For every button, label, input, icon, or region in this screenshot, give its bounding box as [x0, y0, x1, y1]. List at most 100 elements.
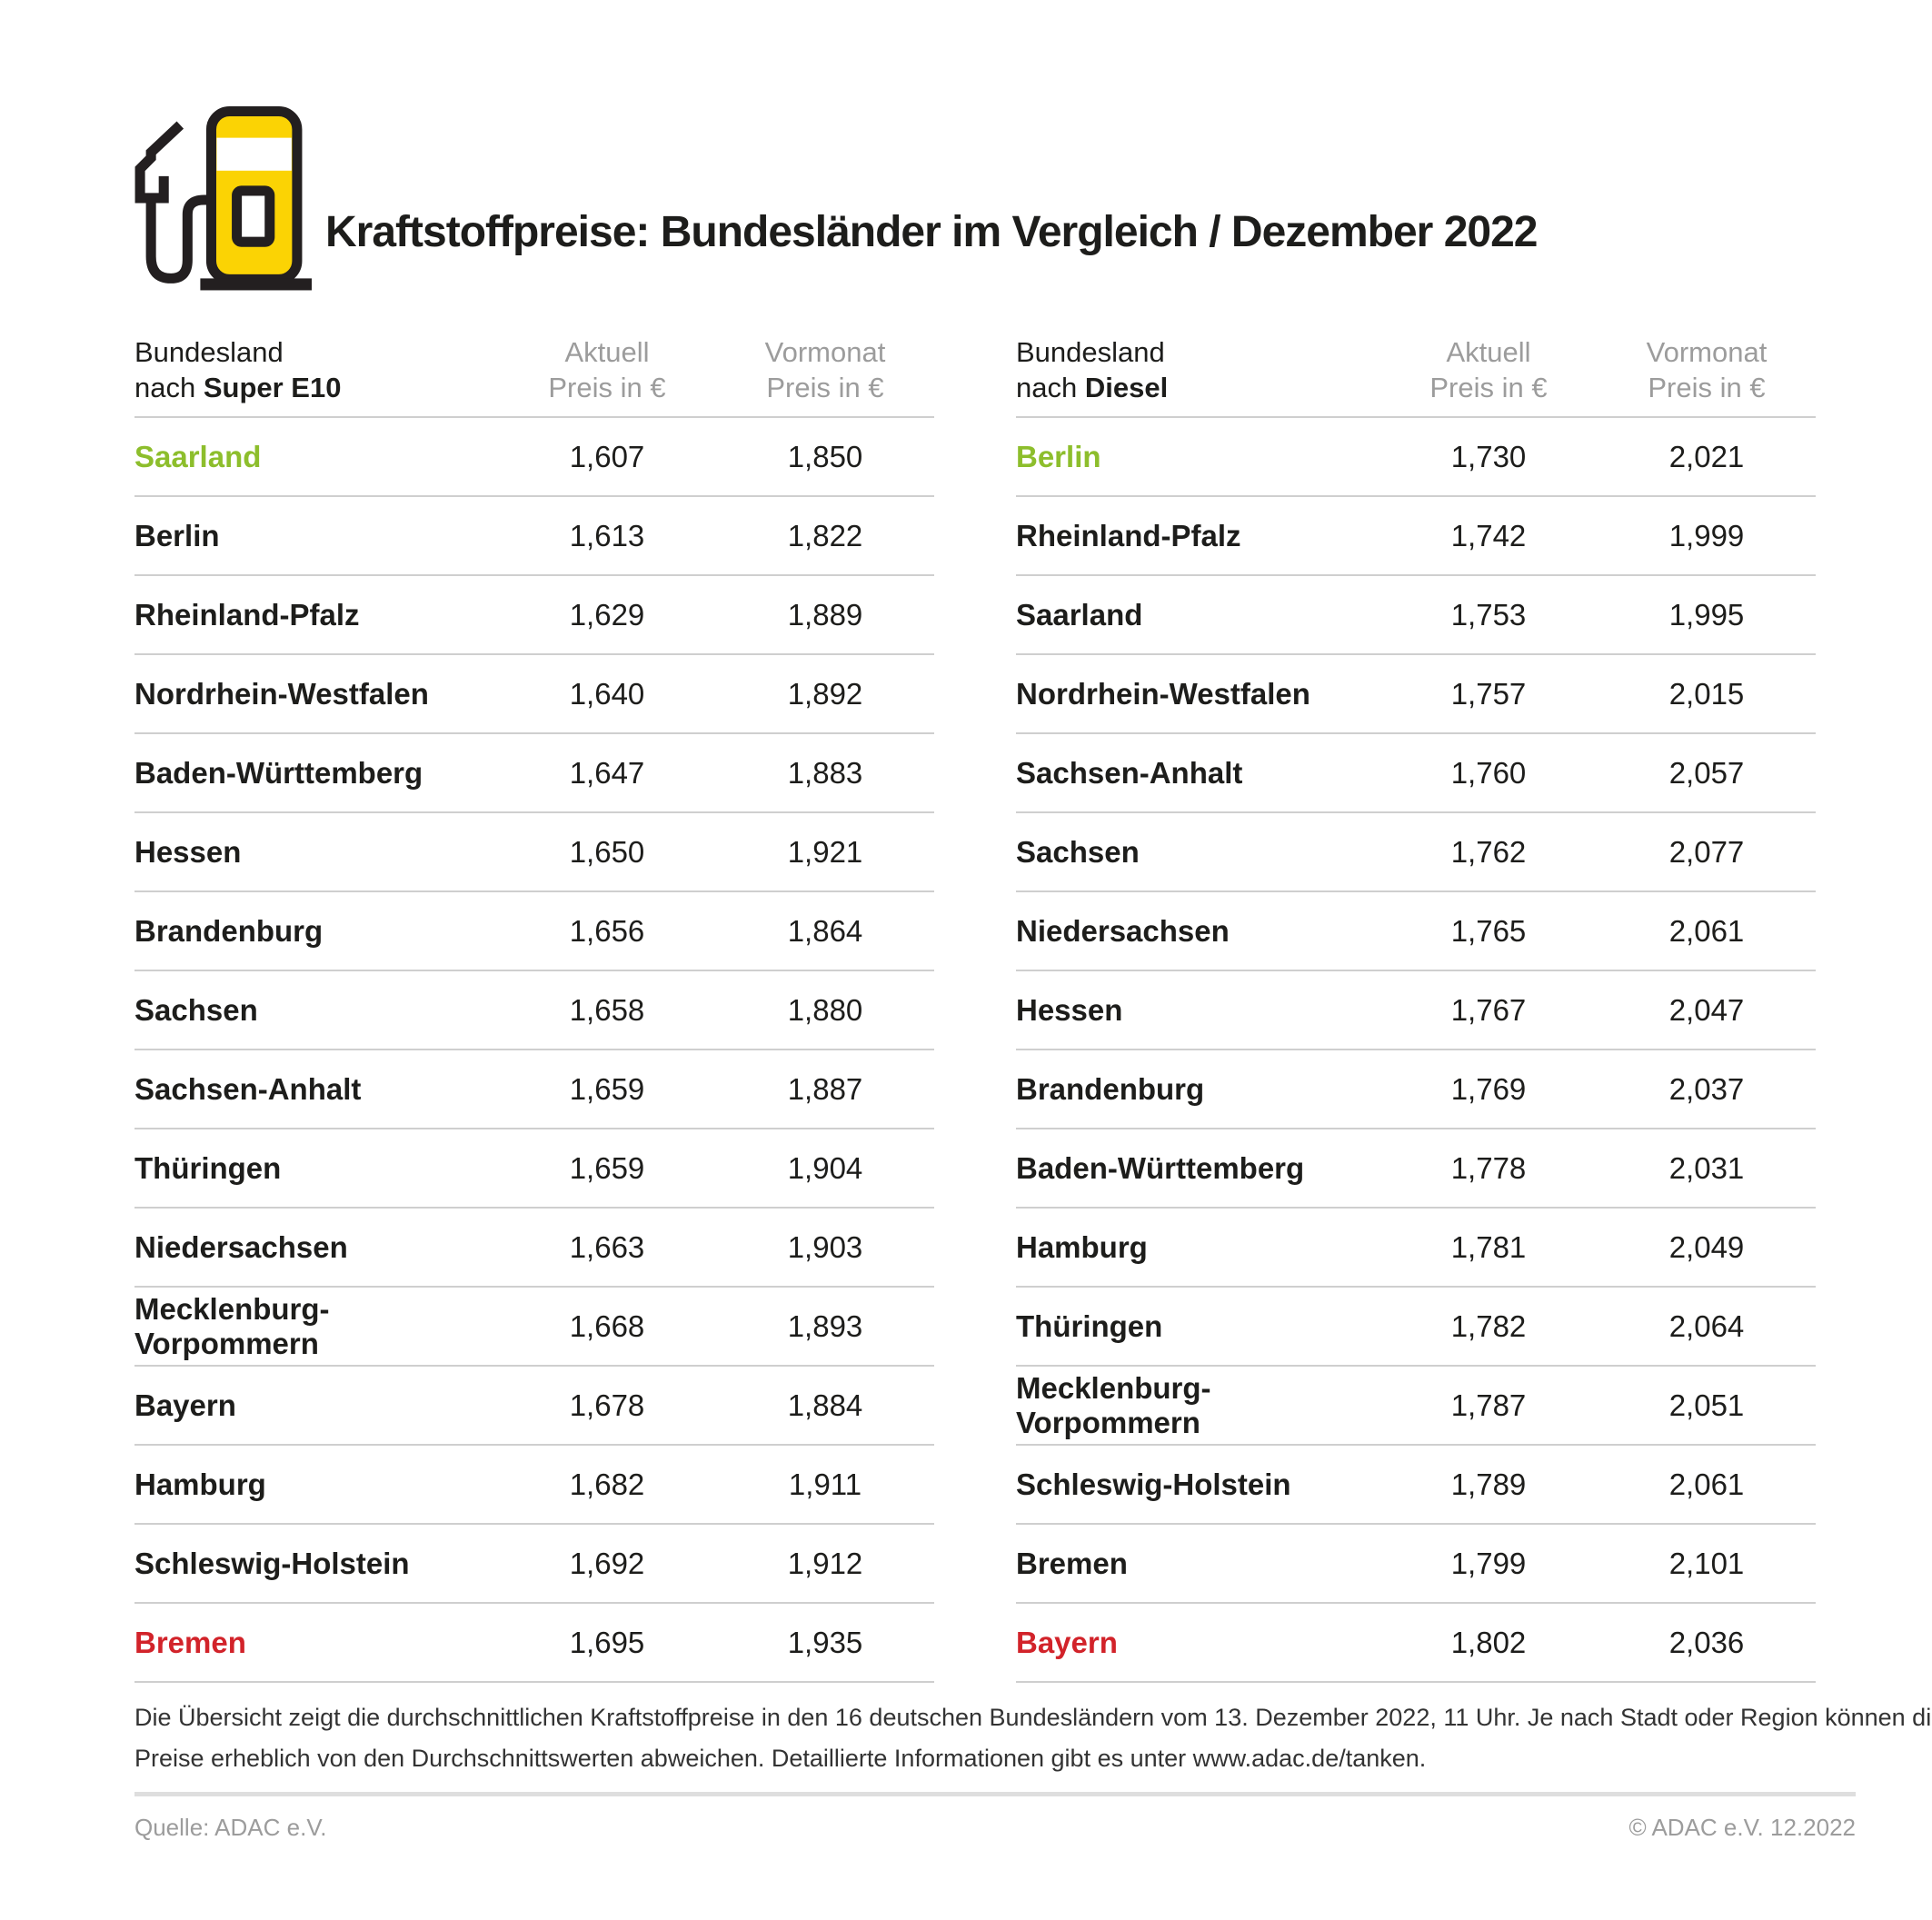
vormonat-value: 1,883 [787, 755, 863, 790]
column-header-aktuell: Aktuell Preis in € [548, 336, 666, 403]
source-label: Quelle: ADAC e.V. [134, 1814, 327, 1841]
footer-divider [134, 1792, 1856, 1796]
column-header-bundesland: Bundesland nach Super E10 [134, 334, 498, 405]
aktuell-value: 1,787 [1450, 1388, 1527, 1422]
vormonat-value: 1,893 [787, 1308, 863, 1343]
bundesland-label: Thüringen [1016, 1308, 1163, 1343]
table-row: Thüringen 1,659 1,904 [134, 1129, 934, 1209]
bundesland-label: Niedersachsen [1016, 913, 1230, 948]
table-row: Thüringen 1,782 2,064 [1016, 1288, 1816, 1367]
aktuell-value: 1,781 [1450, 1229, 1527, 1264]
vormonat-value: 2,036 [1668, 1625, 1745, 1659]
column-header-aktuell: Aktuell Preis in € [1429, 336, 1548, 403]
vormonat-value: 2,064 [1668, 1308, 1745, 1343]
vormonat-value: 2,037 [1668, 1071, 1745, 1106]
vormonat-value: 1,892 [787, 676, 863, 711]
bundesland-label: Schleswig-Holstein [1016, 1467, 1291, 1501]
table-body: Saarland 1,607 1,850 Berlin 1,613 1,822 Rheinl… [134, 418, 934, 1683]
table-row: Saarland 1,753 1,995 [1016, 576, 1816, 655]
table-row: Berlin 1,730 2,021 [1016, 418, 1816, 497]
column-header-vormonat: Vormonat Preis in € [1646, 336, 1768, 403]
header-line2-prefix: nach [1016, 372, 1085, 403]
aktuell-value: 1,760 [1450, 755, 1527, 790]
table-diesel: Bundesland nach Diesel Aktuell Preis in … [1016, 334, 1816, 1683]
aktuell-value: 1,769 [1450, 1071, 1527, 1106]
vormonat-value: 1,889 [787, 597, 863, 632]
bundesland-label: Mecklenburg-Vorpommern [1016, 1370, 1211, 1439]
aktuell-value: 1,650 [569, 834, 645, 869]
table-header: Bundesland nach Super E10 Aktuell Preis … [134, 334, 934, 418]
table-row: Sachsen 1,658 1,880 [134, 971, 934, 1050]
bundesland-label: Saarland [1016, 597, 1143, 632]
vormonat-value: 1,999 [1668, 518, 1745, 552]
table-row: Berlin 1,613 1,822 [134, 497, 934, 576]
copyright-label: © ADAC e.V. 12.2022 [1628, 1814, 1856, 1841]
table-row: Brandenburg 1,769 2,037 [1016, 1050, 1816, 1129]
vormonat-value: 1,884 [787, 1388, 863, 1422]
vormonat-value: 1,904 [787, 1150, 863, 1185]
vormonat-value: 1,912 [787, 1546, 863, 1580]
table-row: Rheinland-Pfalz 1,742 1,999 [1016, 497, 1816, 576]
bundesland-label: Brandenburg [134, 913, 324, 948]
footnote-line2: Preise erheblich von den Durchschnittswe… [134, 1745, 1427, 1772]
aktuell-value: 1,789 [1450, 1467, 1527, 1501]
vormonat-value: 1,903 [787, 1229, 863, 1264]
bundesland-label: Sachsen [134, 992, 258, 1027]
table-super-e10: Bundesland nach Super E10 Aktuell Preis … [134, 334, 934, 1683]
table-row: Sachsen-Anhalt 1,659 1,887 [134, 1050, 934, 1129]
header-line1: Bundesland [1016, 336, 1165, 368]
table-row: Mecklenburg-Vorpommern 1,787 2,051 [1016, 1367, 1816, 1446]
footnote: Die Übersicht zeigt die durchschnittlich… [134, 1697, 1932, 1779]
aktuell-value: 1,613 [569, 518, 645, 552]
table-row: Brandenburg 1,656 1,864 [134, 892, 934, 971]
aktuell-value: 1,767 [1450, 992, 1527, 1027]
bundesland-label: Mecklenburg-Vorpommern [134, 1291, 330, 1360]
table-row: Saarland 1,607 1,850 [134, 418, 934, 497]
table-row: Nordrhein-Westfalen 1,757 2,015 [1016, 655, 1816, 734]
bundesland-label: Sachsen-Anhalt [134, 1071, 362, 1106]
aktuell-value: 1,730 [1450, 439, 1527, 473]
vormonat-value: 2,101 [1668, 1546, 1745, 1580]
aktuell-value: 1,762 [1450, 834, 1527, 869]
bundesland-label: Bayern [134, 1388, 236, 1422]
table-row: Hamburg 1,682 1,911 [134, 1446, 934, 1525]
bundesland-label: Berlin [134, 518, 220, 552]
vormonat-value: 2,061 [1668, 913, 1745, 948]
bundesland-label: Sachsen [1016, 834, 1140, 869]
header-line1: Bundesland [134, 336, 284, 368]
page-title: Kraftstoffpreise: Bundesländer im Vergle… [325, 208, 1538, 256]
bundesland-label: Berlin [1016, 439, 1101, 473]
bundesland-label: Bremen [134, 1625, 246, 1659]
vormonat-value: 1,921 [787, 834, 863, 869]
aktuell-value: 1,656 [569, 913, 645, 948]
table-row: Baden-Württemberg 1,778 2,031 [1016, 1129, 1816, 1209]
vormonat-value: 1,880 [787, 992, 863, 1027]
column-header-vormonat: Vormonat Preis in € [764, 336, 886, 403]
aktuell-value: 1,782 [1450, 1308, 1527, 1343]
table-row: Baden-Württemberg 1,647 1,883 [134, 734, 934, 813]
bundesland-label: Sachsen-Anhalt [1016, 755, 1243, 790]
vormonat-value: 2,077 [1668, 834, 1745, 869]
aktuell-value: 1,757 [1450, 676, 1527, 711]
aktuell-value: 1,802 [1450, 1625, 1527, 1659]
table-row: Hessen 1,767 2,047 [1016, 971, 1816, 1050]
vormonat-value: 2,051 [1668, 1388, 1745, 1422]
aktuell-value: 1,629 [569, 597, 645, 632]
fuel-pump-icon [134, 105, 312, 291]
table-row: Mecklenburg-Vorpommern 1,668 1,893 [134, 1288, 934, 1367]
table-header: Bundesland nach Diesel Aktuell Preis in … [1016, 334, 1816, 418]
bundesland-label: Hamburg [1016, 1229, 1148, 1264]
table-row: Bremen 1,799 2,101 [1016, 1525, 1816, 1604]
vormonat-value: 1,935 [787, 1625, 863, 1659]
vormonat-value: 1,850 [787, 439, 863, 473]
header-fuel-type: Diesel [1084, 372, 1169, 403]
table-row: Bayern 1,802 2,036 [1016, 1604, 1816, 1683]
bundesland-label: Baden-Württemberg [134, 755, 423, 790]
aktuell-value: 1,765 [1450, 913, 1527, 948]
bundesland-label: Niedersachsen [134, 1229, 348, 1264]
vormonat-value: 2,057 [1668, 755, 1745, 790]
bundesland-label: Thüringen [134, 1150, 282, 1185]
vormonat-value: 2,061 [1668, 1467, 1745, 1501]
bundesland-label: Brandenburg [1016, 1071, 1205, 1106]
bundesland-label: Rheinland-Pfalz [134, 597, 360, 632]
